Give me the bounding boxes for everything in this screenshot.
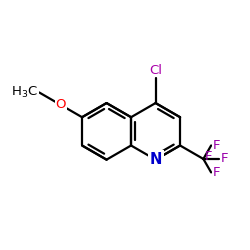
- Text: H$_3$C: H$_3$C: [12, 85, 38, 100]
- Text: F: F: [213, 139, 220, 152]
- Text: F: F: [213, 166, 220, 179]
- Text: O: O: [56, 98, 66, 111]
- Text: N: N: [150, 152, 162, 167]
- Text: F: F: [220, 152, 228, 166]
- Text: Cl: Cl: [149, 64, 162, 77]
- Text: F: F: [205, 150, 212, 162]
